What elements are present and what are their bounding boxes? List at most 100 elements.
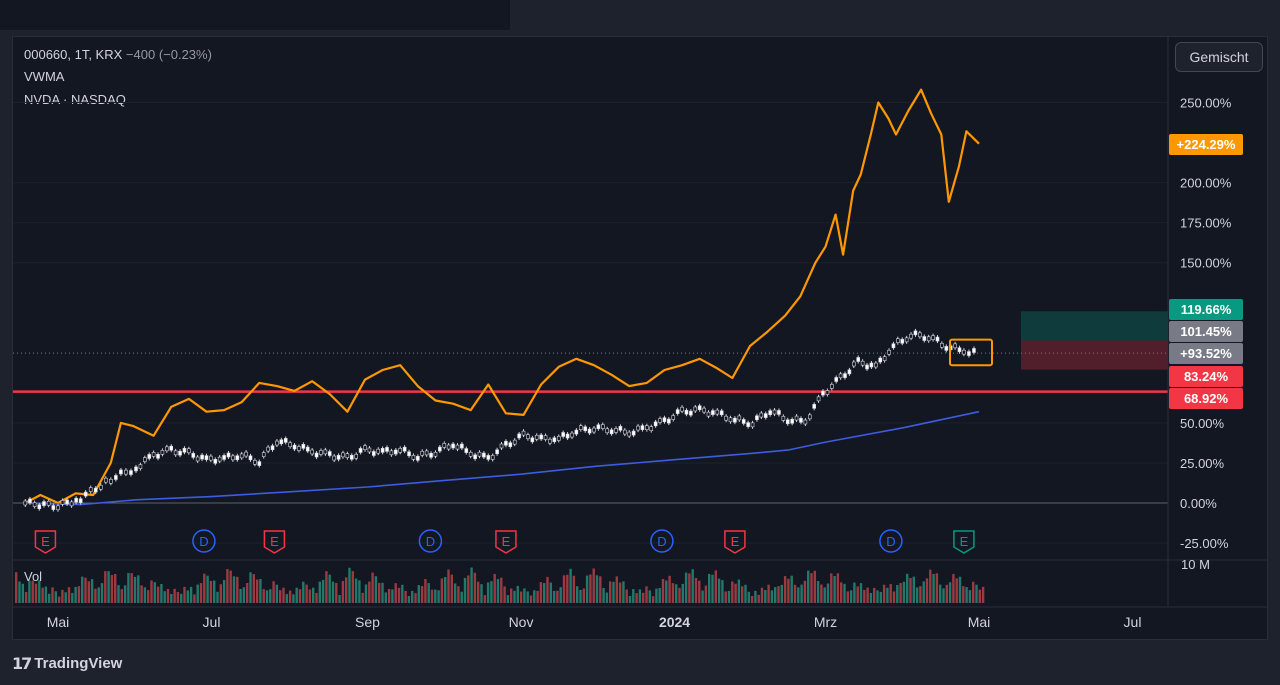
volume-bar bbox=[341, 580, 345, 603]
candle-body bbox=[165, 446, 169, 452]
volume-bar bbox=[259, 578, 262, 603]
volume-bar bbox=[572, 575, 576, 603]
volume-bar bbox=[922, 581, 925, 603]
legend-compare-symbol[interactable]: NVDA · NASDAQ bbox=[24, 92, 126, 107]
volume-bar bbox=[579, 589, 582, 603]
volume-bar bbox=[38, 580, 41, 603]
volume-bar bbox=[486, 582, 490, 603]
volume-bar bbox=[193, 594, 196, 603]
dividend-marker-icon bbox=[192, 529, 216, 553]
candle-body bbox=[482, 452, 486, 458]
scale-mode-button[interactable]: Gemischt bbox=[1175, 42, 1263, 72]
volume-bar bbox=[97, 587, 100, 603]
volume-bar bbox=[127, 573, 130, 603]
volume-bar bbox=[764, 590, 767, 603]
volume-bar bbox=[889, 584, 892, 603]
volume-bar bbox=[915, 587, 919, 603]
candle-body bbox=[204, 455, 209, 460]
candle-body bbox=[724, 415, 728, 421]
volume-bar bbox=[899, 583, 902, 603]
volume-bar bbox=[252, 574, 255, 603]
candle-body bbox=[332, 455, 336, 461]
volume-bar bbox=[354, 578, 358, 603]
candle-body bbox=[468, 451, 473, 457]
candle-body bbox=[803, 419, 808, 425]
volume-bar bbox=[170, 593, 173, 603]
volume-bar bbox=[651, 596, 655, 603]
volume-bar bbox=[612, 581, 615, 603]
volume-bar bbox=[939, 584, 942, 603]
candle-body bbox=[429, 453, 433, 458]
candle-body bbox=[972, 348, 976, 353]
volume-bar bbox=[866, 587, 869, 603]
candle-body bbox=[614, 428, 618, 433]
event-marker-letter: D bbox=[199, 534, 208, 549]
volume-bar bbox=[869, 593, 873, 603]
volume-bar bbox=[21, 583, 24, 603]
volume-bar bbox=[232, 576, 236, 603]
candle-body bbox=[455, 444, 460, 450]
candle-body bbox=[618, 426, 623, 431]
volume-bar bbox=[110, 575, 114, 603]
volume-bar bbox=[533, 590, 536, 603]
volume-bar bbox=[420, 586, 424, 603]
volume-bar bbox=[213, 580, 216, 603]
volume-bar bbox=[879, 591, 882, 603]
candle-body bbox=[349, 454, 354, 460]
volume-bar bbox=[387, 588, 391, 603]
volume-bar bbox=[727, 590, 731, 603]
candle-body bbox=[51, 505, 56, 510]
candle-body bbox=[354, 453, 358, 459]
volume-bar bbox=[589, 574, 592, 603]
candle-body bbox=[504, 440, 508, 446]
volume-bar bbox=[282, 587, 285, 603]
candle-body bbox=[74, 497, 78, 503]
range-box-lower bbox=[1021, 340, 1168, 370]
volume-bar bbox=[51, 587, 54, 603]
volume-bar bbox=[955, 578, 958, 603]
volume-bar bbox=[463, 577, 467, 603]
legend-main-symbol[interactable]: 000660, 1T, KRX −400 (−0.23%) bbox=[24, 47, 212, 62]
candle-body bbox=[772, 409, 777, 415]
volume-bar bbox=[506, 595, 510, 603]
candle-body bbox=[323, 449, 328, 455]
candle-body bbox=[741, 419, 746, 424]
x-tick-label: 2024 bbox=[659, 614, 690, 630]
volume-bar bbox=[246, 582, 249, 603]
volume-bar bbox=[929, 569, 932, 603]
volume-bar bbox=[279, 590, 282, 603]
candle-body bbox=[191, 453, 196, 458]
y-tick-label: 250.00% bbox=[1180, 96, 1232, 111]
tradingview-logo-icon: 17 bbox=[12, 654, 32, 673]
candle-body bbox=[460, 443, 464, 449]
volume-bar bbox=[902, 581, 906, 603]
volume-bar bbox=[199, 583, 203, 603]
candle-body bbox=[578, 425, 583, 430]
legend-indicator[interactable]: VWMA bbox=[24, 69, 65, 84]
event-marker-letter: D bbox=[886, 534, 895, 549]
volume-bar bbox=[566, 574, 569, 603]
volume-bar bbox=[684, 572, 688, 603]
chart-panel[interactable] bbox=[12, 36, 1268, 640]
main-symbol-candles bbox=[23, 328, 976, 512]
volume-bar bbox=[430, 589, 434, 603]
volume-bar bbox=[440, 578, 444, 603]
candle-body bbox=[56, 505, 60, 511]
volume-bar bbox=[958, 576, 962, 603]
volume-bar bbox=[107, 571, 110, 603]
candle-body bbox=[548, 438, 552, 444]
candle-body bbox=[398, 448, 403, 453]
volume-bar bbox=[467, 575, 470, 603]
volume-bar bbox=[592, 568, 595, 603]
earnings-marker-icon bbox=[34, 530, 57, 554]
y-tick-label: 25.00% bbox=[1180, 456, 1225, 471]
candle-body bbox=[653, 421, 658, 427]
candle-body bbox=[248, 455, 253, 461]
candle-body bbox=[719, 410, 724, 416]
volume-bar bbox=[675, 584, 678, 603]
candle-body bbox=[684, 409, 689, 415]
volume-bar bbox=[239, 588, 242, 603]
tradingview-watermark[interactable]: 17 TradingView bbox=[12, 654, 122, 673]
volume-bar bbox=[645, 586, 648, 603]
